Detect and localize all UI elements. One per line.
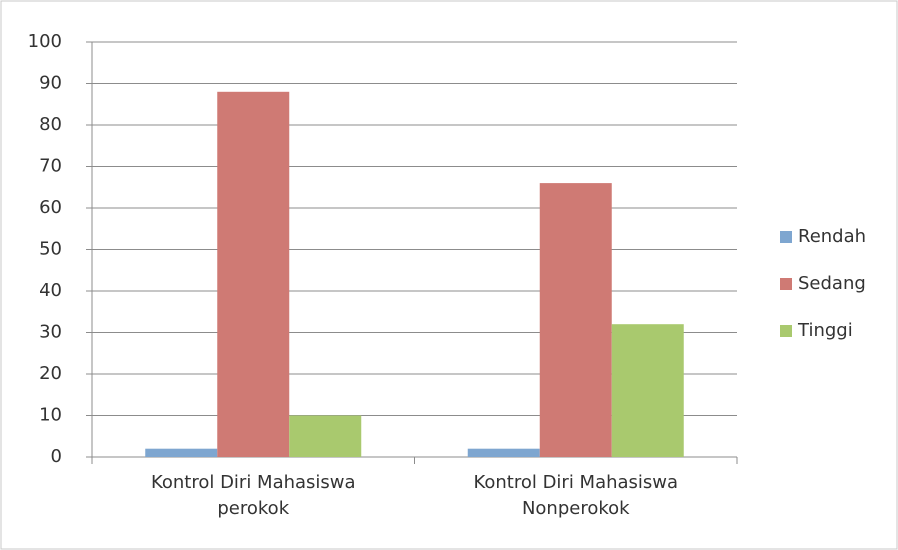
bar — [467, 448, 540, 457]
x-tick-label: Kontrol Diri Mahasiswa perokok — [150, 472, 356, 519]
y-tick-label: 0 — [51, 446, 62, 467]
y-tick-label: 40 — [39, 280, 62, 301]
y-tick-label: 30 — [39, 322, 62, 343]
legend-swatch — [780, 325, 792, 337]
y-tick-label: 60 — [39, 197, 62, 218]
legend-label: Tinggi — [797, 320, 853, 341]
legend-swatch — [780, 231, 792, 243]
bar — [611, 324, 684, 457]
y-tick-label: 70 — [39, 156, 62, 177]
y-tick-label: 100 — [28, 31, 62, 52]
y-tick-label: 10 — [39, 405, 62, 426]
y-tick-label: 20 — [39, 363, 62, 384]
y-tick-label: 80 — [39, 114, 62, 135]
legend-label: Rendah — [798, 226, 866, 247]
bar — [539, 183, 612, 457]
y-tick-label: 50 — [39, 239, 62, 260]
bar — [145, 448, 218, 457]
bar — [217, 91, 290, 458]
bar — [289, 415, 362, 457]
y-tick-label: 90 — [39, 73, 62, 94]
legend-label: Sedang — [798, 273, 866, 294]
x-tick-label: Kontrol Diri Mahasiswa Nonperokok — [473, 472, 679, 519]
legend-swatch — [780, 278, 792, 290]
